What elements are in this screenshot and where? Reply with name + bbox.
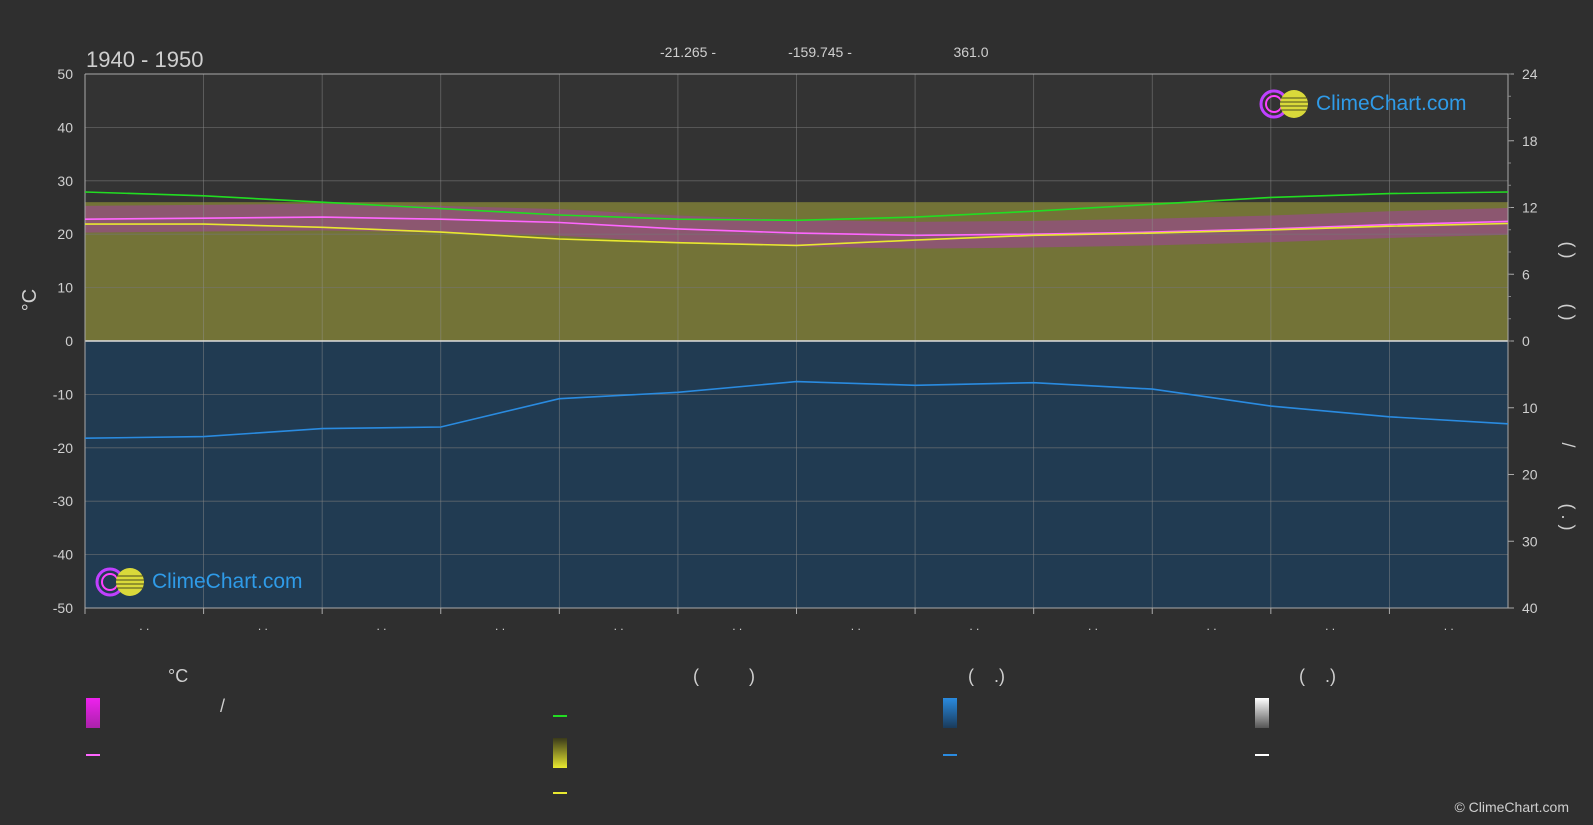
series-line-daylight bbox=[84, 191, 1509, 222]
right-tick-label-precip: 10 bbox=[1522, 400, 1538, 416]
right-tick-label-hours: 18 bbox=[1522, 133, 1538, 149]
legend-line-avg-temp bbox=[86, 754, 100, 756]
right-tick-label-hours: 24 bbox=[1522, 66, 1538, 82]
climechart-logo-icon bbox=[95, 567, 144, 597]
series-line-avg-temp bbox=[84, 216, 1509, 237]
climechart-logo-top[interactable]: ClimeChart.com bbox=[1258, 88, 1467, 120]
right-tick-label-precip: 20 bbox=[1522, 467, 1538, 483]
legend-swatch-sunshine bbox=[553, 738, 567, 768]
x-tick-label: . . bbox=[1207, 619, 1217, 633]
precip-band-4 bbox=[440, 341, 560, 608]
legend-header-hours: ( ) bbox=[693, 666, 755, 686]
precip-band-6 bbox=[677, 341, 797, 608]
legend-swatch-temp-range bbox=[86, 698, 100, 728]
left-tick-label: -50 bbox=[53, 600, 73, 616]
left-tick-label: -20 bbox=[53, 440, 73, 456]
climechart-logo-bottom[interactable]: ClimeChart.com bbox=[94, 566, 303, 598]
elevation-label: 361.0 bbox=[953, 44, 988, 60]
legend-header-precip: ( .) bbox=[968, 666, 1005, 686]
right-axis-label: / bbox=[1558, 442, 1578, 447]
longitude-label: -159.745 - bbox=[788, 44, 852, 60]
legend-line-daylight bbox=[553, 715, 567, 717]
right-tick-label-precip: 30 bbox=[1522, 533, 1538, 549]
climechart-logo-text: ClimeChart.com bbox=[152, 570, 303, 593]
x-tick-label: . . bbox=[732, 619, 742, 633]
x-tick-label: . . bbox=[495, 619, 505, 633]
precip-band-8 bbox=[915, 341, 1035, 608]
left-tick-label: 0 bbox=[65, 333, 73, 349]
left-tick-label: 30 bbox=[57, 173, 73, 189]
precip-band-7 bbox=[796, 341, 916, 608]
right-tick-label-hours: 0 bbox=[1522, 333, 1530, 349]
left-tick-label: 40 bbox=[57, 119, 73, 135]
x-tick-label: . . bbox=[1088, 619, 1098, 633]
right-tick-label-hours: 12 bbox=[1522, 200, 1538, 216]
left-tick-label: 20 bbox=[57, 226, 73, 242]
x-tick-label: . . bbox=[614, 619, 624, 633]
x-tick-label: . . bbox=[1444, 619, 1454, 633]
x-tick-label: . . bbox=[258, 619, 268, 633]
right-axis-label: ( ) bbox=[1558, 242, 1578, 259]
climechart-logo-icon bbox=[1259, 89, 1308, 119]
precip-band-3 bbox=[322, 341, 442, 608]
left-tick-label: -30 bbox=[53, 493, 73, 509]
legend-label-temp-range: / bbox=[220, 696, 226, 716]
legend-line-precip bbox=[943, 754, 957, 756]
legend-header-temperature: °C bbox=[168, 666, 189, 686]
right-axis-label: ( . ) bbox=[1558, 504, 1578, 531]
legend-header-snow: ( .) bbox=[1299, 666, 1336, 686]
latitude-label: -21.265 - bbox=[660, 44, 716, 60]
legend: °C ( ) ( .) ( .) / bbox=[0, 660, 1593, 800]
right-axis-label: ( ) bbox=[1558, 304, 1578, 321]
precip-band-10 bbox=[1152, 341, 1272, 608]
left-tick-label: -40 bbox=[53, 547, 73, 563]
right-tick-label-hours: 6 bbox=[1522, 266, 1530, 282]
precip-band-12 bbox=[1389, 341, 1509, 608]
left-tick-label: -10 bbox=[53, 386, 73, 402]
legend-line-snow bbox=[1255, 754, 1269, 756]
precip-band-9 bbox=[1033, 341, 1153, 608]
precip-band-1 bbox=[85, 341, 205, 608]
x-tick-label: . . bbox=[851, 619, 861, 633]
x-tick-label: . . bbox=[139, 619, 149, 633]
left-tick-label: 50 bbox=[57, 66, 73, 82]
series-line-sunshine bbox=[85, 222, 1509, 247]
precip-band-2 bbox=[203, 341, 323, 608]
left-tick-label: 10 bbox=[57, 280, 73, 296]
copyright-notice: © ClimeChart.com bbox=[1454, 799, 1569, 815]
climechart-logo-text: ClimeChart.com bbox=[1316, 92, 1467, 115]
precip-band-5 bbox=[559, 341, 679, 608]
x-tick-label: . . bbox=[376, 619, 386, 633]
period-title: 1940 - 1950 bbox=[86, 47, 203, 72]
right-tick-label-precip: 40 bbox=[1522, 600, 1538, 616]
legend-swatch-precip bbox=[943, 698, 957, 728]
precip-band-11 bbox=[1270, 341, 1390, 608]
series-line-precipitation bbox=[84, 380, 1509, 439]
legend-line-sunshine bbox=[553, 792, 567, 794]
legend-swatch-snow bbox=[1255, 698, 1269, 728]
x-tick-label: . . bbox=[1325, 619, 1335, 633]
left-axis-label: °C bbox=[19, 289, 41, 311]
x-tick-label: . . bbox=[969, 619, 979, 633]
